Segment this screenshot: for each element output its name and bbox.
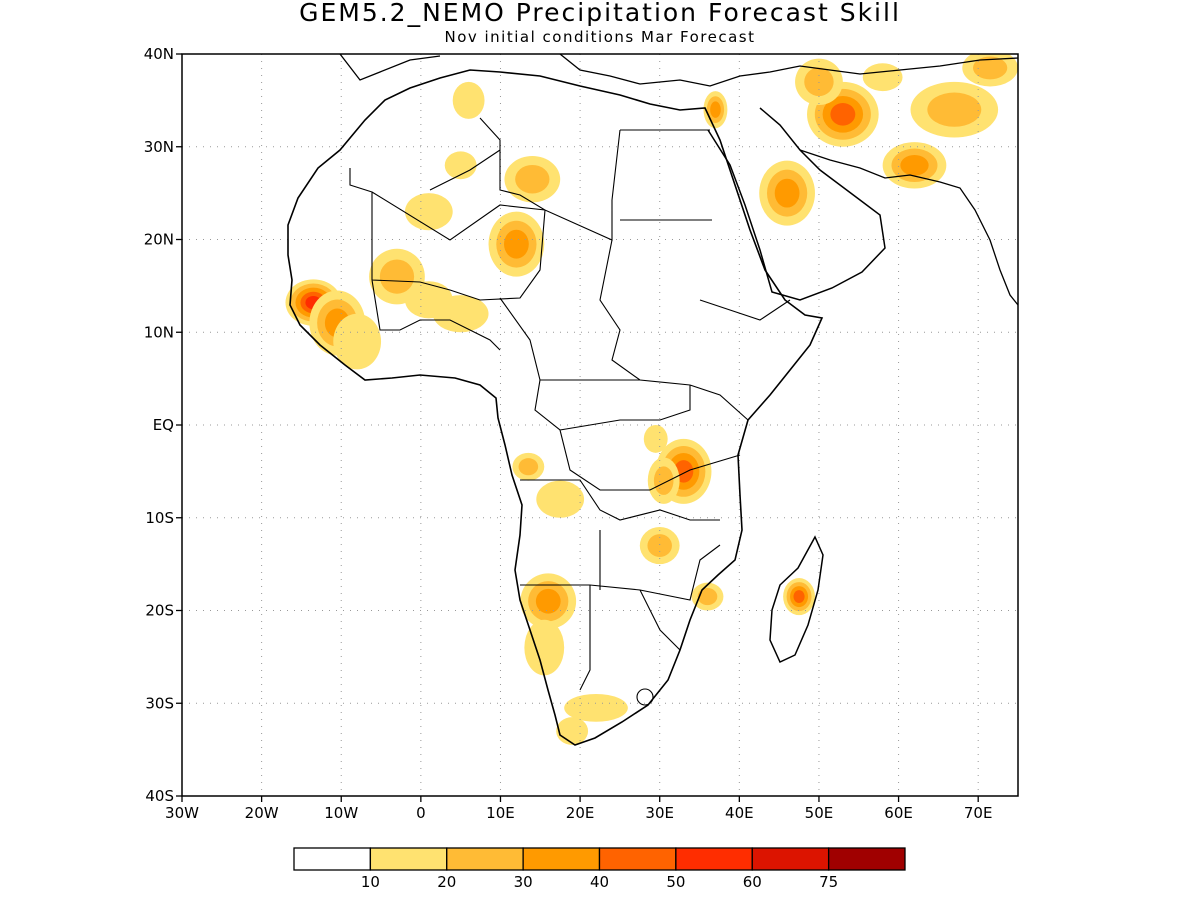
colorbar-label: 20: [437, 873, 456, 891]
skill-patch: [697, 588, 718, 606]
lon-tick-label: 30W: [165, 804, 199, 822]
graticule: [182, 54, 1018, 796]
colorbar-label: 10: [361, 873, 380, 891]
chart-subtitle: Nov initial conditions Mar Forecast: [444, 28, 756, 46]
lon-tick-label: 30E: [645, 804, 674, 822]
skill-patch: [774, 178, 800, 208]
lat-tick-label: 40N: [144, 45, 174, 63]
madagascar-coastline: [769, 535, 824, 663]
colorbar-bin: [751, 847, 830, 871]
longitude-tick-labels: 30W 20W 10W 0 10E 20E 30E 40E 50E 60E 70E: [165, 796, 992, 822]
lon-tick-label: 10W: [324, 804, 358, 822]
skill-shading: [285, 54, 1018, 745]
chart-title: GEM5.2_NEMO Precipitation Forecast Skill: [299, 0, 901, 27]
lat-tick-label: EQ: [153, 416, 174, 434]
skill-patch: [830, 102, 856, 126]
skill-patch: [535, 588, 561, 614]
lesotho-outline: [636, 688, 654, 706]
lon-tick-label: 60E: [884, 804, 913, 822]
colorbar-bin: [293, 847, 372, 871]
lon-tick-label: 20E: [566, 804, 595, 822]
colorbar-label: 50: [666, 873, 685, 891]
colorbar-label: 40: [590, 873, 609, 891]
skill-patch: [536, 480, 585, 518]
arabia-coastline: [707, 107, 886, 301]
coastlines: [287, 54, 1018, 746]
colorbar-label: 60: [743, 873, 762, 891]
skill-patch: [900, 154, 929, 176]
lat-tick-label: 10S: [145, 509, 174, 527]
colorbar-bin: [446, 847, 524, 871]
skill-patch: [643, 425, 668, 453]
skill-patch: [556, 717, 589, 745]
lat-tick-label: 10N: [144, 323, 174, 341]
lon-tick-label: 50E: [805, 804, 834, 822]
skill-patch: [647, 534, 672, 557]
colorbar-bin: [675, 847, 753, 871]
lon-tick-label: 40E: [725, 804, 754, 822]
skill-patch: [862, 63, 903, 92]
lon-tick-label: 70E: [964, 804, 993, 822]
skill-patch: [653, 466, 674, 495]
skill-patch: [504, 229, 529, 259]
colorbar-label: 75: [819, 873, 838, 891]
lon-tick-label: 10E: [486, 804, 515, 822]
skill-patch: [972, 56, 1008, 80]
lat-tick-label: 30S: [145, 694, 174, 712]
skill-patch: [793, 590, 805, 604]
skill-patch: [515, 164, 550, 194]
colorbar-label: 30: [514, 873, 533, 891]
country-borders: [349, 117, 791, 691]
skill-patch: [432, 295, 489, 333]
lat-tick-label: 20S: [145, 602, 174, 620]
lat-tick-label: 20N: [144, 231, 174, 249]
colorbar-bin: [598, 847, 677, 871]
latitude-tick-labels: 40N 30N 20N 10N EQ 10S 20S 30S 40S: [144, 45, 182, 805]
colorbar: 10 20 30 40 50 60 75: [293, 847, 906, 891]
skill-patch: [404, 193, 453, 231]
asia-coastline: [799, 149, 1018, 306]
africa-coastline: [287, 69, 824, 746]
lon-tick-label: 20W: [245, 804, 279, 822]
skill-patch: [444, 151, 477, 180]
skill-patch: [564, 693, 628, 722]
skill-patch: [927, 92, 982, 127]
skill-patch: [804, 67, 834, 97]
colorbar-bin: [827, 847, 906, 871]
lat-tick-label: 40S: [145, 787, 174, 805]
colorbar-bin: [522, 847, 601, 871]
colorbar-bin: [369, 847, 448, 871]
skill-patch: [518, 458, 539, 476]
skill-patch: [710, 101, 721, 118]
skill-patch: [452, 81, 485, 119]
skill-patch: [524, 619, 565, 676]
europe-coastline: [339, 54, 1018, 87]
skill-patch: [379, 259, 415, 294]
skill-patch: [333, 313, 382, 370]
lat-tick-label: 30N: [144, 138, 174, 156]
lon-tick-label: 0: [416, 804, 426, 822]
